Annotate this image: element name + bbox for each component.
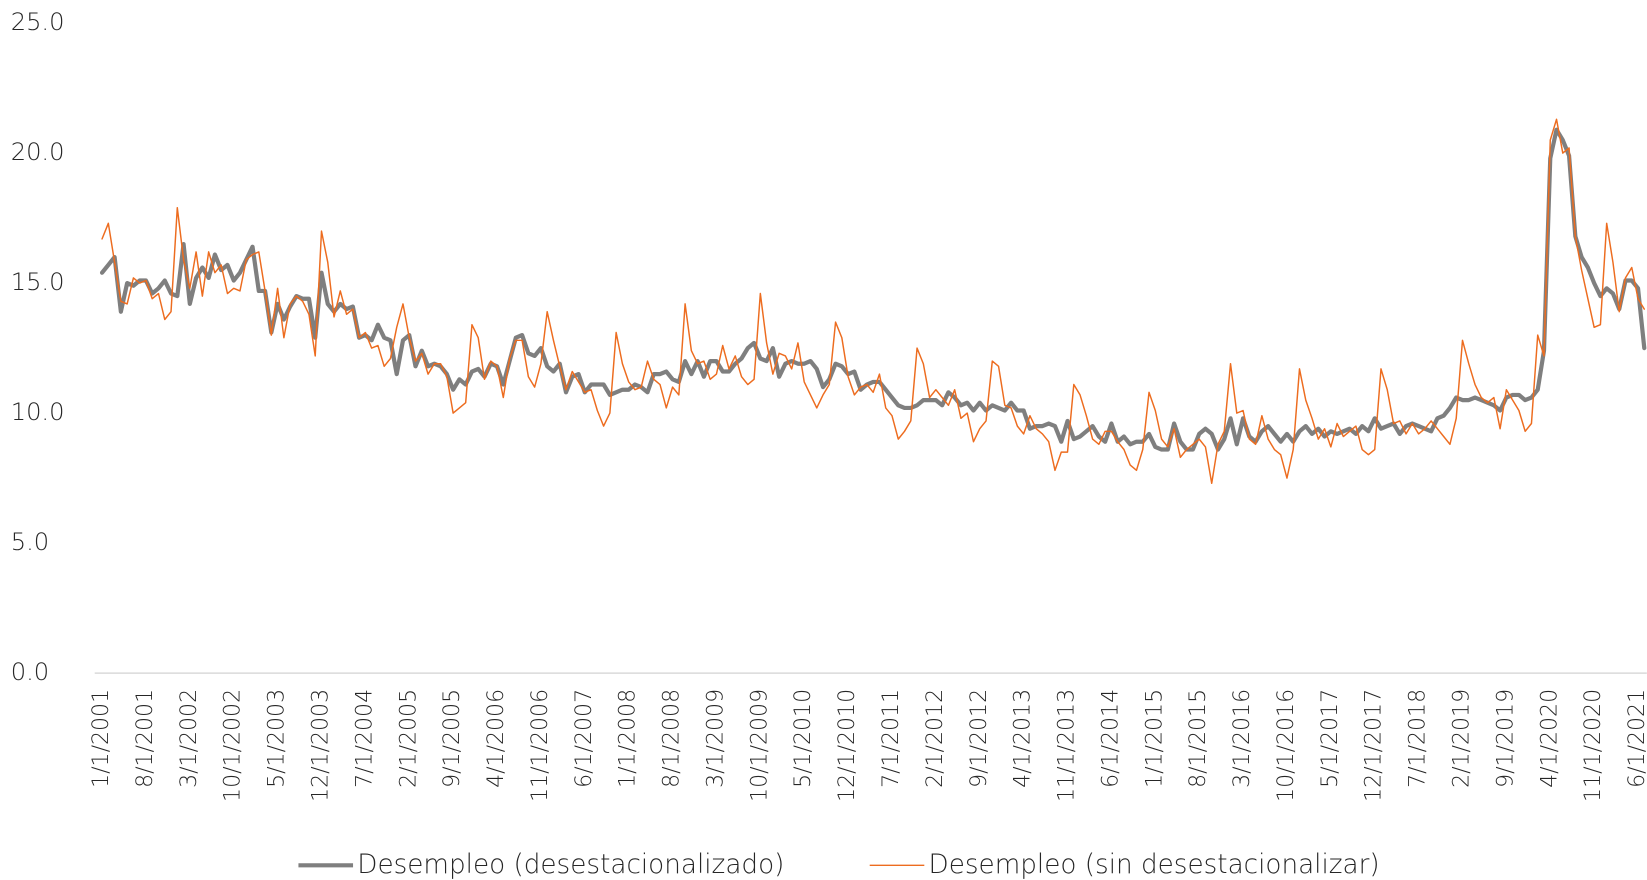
x-tick-label: 3/1/2016 [1230, 689, 1255, 788]
legend: Desempleo (desestacionalizado) Desempleo … [298, 850, 1380, 880]
x-tick-label: 2/1/2019 [1449, 689, 1474, 788]
plot-area [99, 118, 1647, 485]
x-tick-label: 6/1/2021 [1625, 689, 1647, 788]
x-tick-label: 1/1/2008 [616, 689, 641, 788]
x-tick-label: 8/1/2015 [1186, 689, 1211, 788]
x-tick-label: 10/1/2002 [221, 689, 246, 802]
y-tick-label: 5.0 [11, 528, 49, 556]
x-tick-label: 12/1/2010 [835, 689, 860, 802]
y-tick-label: 15.0 [11, 268, 65, 296]
x-tick-label: 2/1/2005 [396, 689, 421, 788]
x-tick-label: 12/1/2003 [308, 689, 333, 802]
x-tick-label: 6/1/2014 [1098, 689, 1123, 788]
x-tick-label: 10/1/2016 [1274, 689, 1299, 802]
series-line [99, 127, 1647, 452]
x-tick-label: 5/1/2003 [265, 689, 290, 788]
y-tick-label: 10.0 [11, 398, 65, 426]
x-tick-label: 3/1/2002 [177, 689, 202, 788]
x-tick-label: 9/1/2012 [967, 689, 992, 788]
legend-label: Desempleo (sin desestacionalizar) [929, 850, 1380, 880]
x-tick-label: 5/1/2017 [1318, 689, 1343, 788]
x-tick-label: 4/1/2013 [1011, 689, 1036, 788]
y-tick-label: 20.0 [11, 138, 65, 166]
x-tick-label: 6/1/2007 [572, 689, 597, 788]
x-tick-label: 9/1/2019 [1493, 689, 1518, 788]
x-tick-label: 11/1/2020 [1581, 689, 1606, 802]
x-tick-label: 4/1/2020 [1537, 689, 1562, 788]
x-tick-label: 5/1/2010 [791, 689, 816, 788]
x-tick-label: 2/1/2012 [923, 689, 948, 788]
y-tick-label: 25.0 [11, 8, 65, 36]
x-tick-label: 1/1/2015 [1142, 689, 1167, 788]
x-tick-label: 8/1/2008 [660, 689, 685, 788]
x-tick-label: 12/1/2017 [1362, 689, 1387, 802]
x-tick-label: 10/1/2009 [747, 689, 772, 802]
x-tick-label: 11/1/2013 [1055, 689, 1080, 802]
x-tick-label: 4/1/2006 [484, 689, 509, 788]
x-tick-label: 1/1/2001 [89, 689, 114, 788]
x-tick-label: 7/1/2004 [352, 689, 377, 788]
x-tick-label: 9/1/2005 [440, 689, 465, 788]
series-line [101, 118, 1646, 485]
x-tick-label: 11/1/2006 [528, 689, 553, 802]
x-tick-label: 7/1/2011 [879, 689, 904, 788]
y-tick-label: 0.0 [11, 658, 49, 686]
x-tick-label: 8/1/2001 [133, 689, 158, 788]
x-tick-label: 3/1/2009 [703, 689, 728, 788]
legend-label: Desempleo (desestacionalizado) [357, 850, 784, 880]
x-tick-label: 7/1/2018 [1406, 689, 1431, 788]
